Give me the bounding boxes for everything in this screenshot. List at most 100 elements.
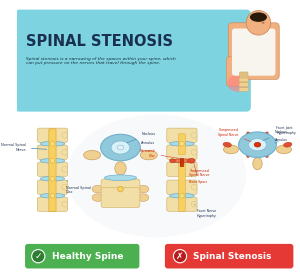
Ellipse shape (140, 150, 157, 160)
Ellipse shape (169, 193, 194, 198)
Circle shape (246, 11, 271, 35)
Ellipse shape (224, 145, 238, 154)
FancyBboxPatch shape (37, 197, 68, 211)
FancyBboxPatch shape (178, 163, 185, 211)
FancyBboxPatch shape (239, 72, 248, 87)
Ellipse shape (227, 75, 248, 92)
FancyBboxPatch shape (15, 9, 251, 112)
Circle shape (191, 201, 197, 207)
Ellipse shape (40, 176, 65, 181)
Text: Annulus: Annulus (274, 138, 287, 143)
Circle shape (179, 141, 184, 146)
Circle shape (50, 158, 55, 163)
Circle shape (179, 193, 184, 198)
FancyBboxPatch shape (167, 145, 197, 159)
Circle shape (50, 141, 55, 146)
Circle shape (62, 201, 68, 207)
Ellipse shape (111, 141, 130, 154)
Ellipse shape (169, 141, 194, 146)
Text: SPINAL STENOSIS: SPINAL STENOSIS (26, 34, 173, 49)
FancyBboxPatch shape (239, 83, 248, 86)
Text: Nucleus: Nucleus (127, 132, 155, 143)
Ellipse shape (40, 158, 65, 163)
FancyBboxPatch shape (101, 188, 140, 208)
Ellipse shape (253, 157, 262, 170)
FancyBboxPatch shape (37, 128, 68, 142)
Ellipse shape (40, 141, 65, 146)
Circle shape (32, 250, 45, 263)
Text: Normal Spinal
Nerve: Normal Spinal Nerve (1, 143, 47, 152)
FancyBboxPatch shape (101, 179, 140, 199)
FancyBboxPatch shape (228, 23, 279, 80)
Text: Narrowed
Disc: Narrowed Disc (140, 149, 179, 158)
Text: Normal Spinal
Disc: Normal Spinal Disc (66, 181, 91, 194)
FancyBboxPatch shape (49, 129, 56, 211)
Text: Compressed
Spinal Nerve: Compressed Spinal Nerve (182, 163, 210, 177)
Text: Compressed
Spinal Nerve: Compressed Spinal Nerve (218, 128, 251, 142)
Ellipse shape (262, 22, 265, 24)
Ellipse shape (171, 159, 193, 163)
FancyBboxPatch shape (167, 197, 197, 211)
FancyBboxPatch shape (165, 244, 293, 268)
Circle shape (191, 184, 197, 190)
Ellipse shape (92, 185, 103, 193)
Ellipse shape (137, 185, 149, 193)
FancyBboxPatch shape (178, 134, 185, 155)
Ellipse shape (117, 145, 124, 150)
Circle shape (191, 167, 197, 172)
Circle shape (191, 133, 197, 138)
FancyBboxPatch shape (167, 180, 197, 194)
Ellipse shape (104, 175, 136, 181)
Circle shape (50, 176, 55, 181)
Text: Annulus: Annulus (136, 141, 155, 146)
Ellipse shape (264, 151, 268, 158)
Text: Spinal stenosis is a narrowing of the spaces within your spine, which
can put pr: Spinal stenosis is a narrowing of the sp… (26, 57, 176, 66)
Circle shape (62, 184, 68, 190)
Text: ✗: ✗ (176, 252, 184, 261)
Ellipse shape (276, 145, 292, 154)
Circle shape (191, 150, 197, 155)
Text: Bone Spurs: Bone Spurs (190, 163, 208, 184)
Ellipse shape (250, 13, 267, 22)
Text: Nucleus: Nucleus (263, 130, 287, 141)
FancyBboxPatch shape (37, 180, 68, 194)
Ellipse shape (188, 158, 195, 163)
Ellipse shape (284, 142, 292, 147)
Circle shape (62, 150, 68, 155)
FancyBboxPatch shape (25, 244, 140, 268)
Ellipse shape (264, 132, 268, 138)
Ellipse shape (254, 142, 261, 147)
FancyBboxPatch shape (180, 158, 184, 167)
FancyBboxPatch shape (232, 28, 275, 76)
Text: Healthy Spine: Healthy Spine (52, 252, 123, 261)
Ellipse shape (169, 159, 175, 163)
Text: Spinal Stenosis: Spinal Stenosis (193, 252, 271, 261)
FancyBboxPatch shape (239, 78, 248, 82)
Circle shape (62, 133, 68, 138)
Ellipse shape (118, 186, 123, 192)
Ellipse shape (115, 162, 126, 175)
Ellipse shape (238, 132, 276, 157)
Ellipse shape (248, 139, 266, 151)
Ellipse shape (92, 194, 103, 201)
Text: Facet Nerve
Hypertrophy: Facet Nerve Hypertrophy (194, 204, 217, 218)
Ellipse shape (247, 151, 251, 158)
Text: ✓: ✓ (34, 252, 42, 261)
Circle shape (50, 193, 55, 198)
Ellipse shape (247, 132, 251, 138)
Ellipse shape (84, 150, 100, 160)
Ellipse shape (40, 193, 65, 198)
FancyBboxPatch shape (226, 57, 242, 86)
FancyBboxPatch shape (239, 88, 248, 91)
FancyBboxPatch shape (167, 162, 197, 176)
Ellipse shape (100, 134, 140, 161)
Text: Facet Joint
Hypertrophy: Facet Joint Hypertrophy (276, 126, 296, 141)
Ellipse shape (67, 114, 246, 237)
Circle shape (173, 250, 187, 263)
FancyBboxPatch shape (37, 162, 68, 176)
FancyBboxPatch shape (167, 128, 197, 142)
FancyBboxPatch shape (37, 145, 68, 159)
Circle shape (62, 167, 68, 172)
Ellipse shape (223, 142, 232, 147)
Ellipse shape (137, 194, 149, 201)
